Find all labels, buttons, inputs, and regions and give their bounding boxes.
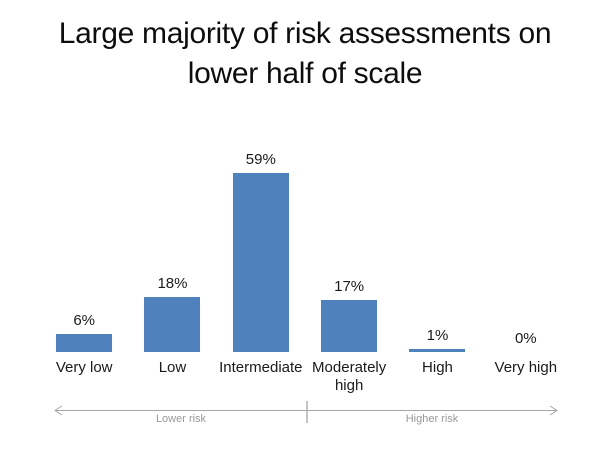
category-label: Low bbox=[158, 359, 187, 376]
higher-risk-label: Higher risk bbox=[405, 413, 459, 425]
bar bbox=[232, 173, 289, 352]
category-label: Very low bbox=[55, 359, 113, 376]
bar-column: 1% bbox=[393, 130, 481, 352]
bar-column: 59% bbox=[217, 130, 305, 352]
bar bbox=[56, 334, 113, 352]
bar-chart-plot-area: 6% 18% 59% 17% 1% 0% bbox=[40, 130, 570, 352]
slide-title-line1: Large majority of risk assessments on bbox=[58, 17, 552, 50]
bar-column: 6% bbox=[40, 130, 128, 352]
bar-value-label: 59% bbox=[245, 151, 276, 168]
bar bbox=[409, 349, 466, 352]
bar bbox=[321, 300, 378, 352]
left-arrowhead-icon bbox=[54, 405, 63, 416]
bar-value-label: 0% bbox=[514, 330, 537, 347]
slide-title-line2: lower half of scale bbox=[187, 57, 423, 90]
category-label: Intermediate bbox=[219, 359, 303, 376]
bar-value-label: 17% bbox=[334, 278, 365, 295]
bar-value-label: 1% bbox=[426, 327, 449, 344]
lower-risk-label: Lower risk bbox=[155, 413, 207, 425]
right-arrowhead-icon bbox=[549, 405, 558, 416]
category-label: Very high bbox=[494, 359, 558, 376]
category-axis-labels: Very low Low Intermediate Moderately high Hi… bbox=[40, 359, 570, 395]
category-label: High bbox=[422, 359, 453, 376]
bar-value-label: 6% bbox=[73, 312, 95, 329]
bar-column: 18% bbox=[128, 130, 216, 352]
bar-value-label: 18% bbox=[157, 275, 188, 292]
risk-axis-arrow bbox=[54, 401, 558, 423]
bar bbox=[144, 297, 201, 352]
bar-column: 17% bbox=[305, 130, 393, 352]
slide-title: Large majority of risk assessments on lo… bbox=[13, 14, 597, 94]
category-label: Moderately high bbox=[312, 359, 387, 394]
bar-column: 0% bbox=[482, 130, 570, 352]
